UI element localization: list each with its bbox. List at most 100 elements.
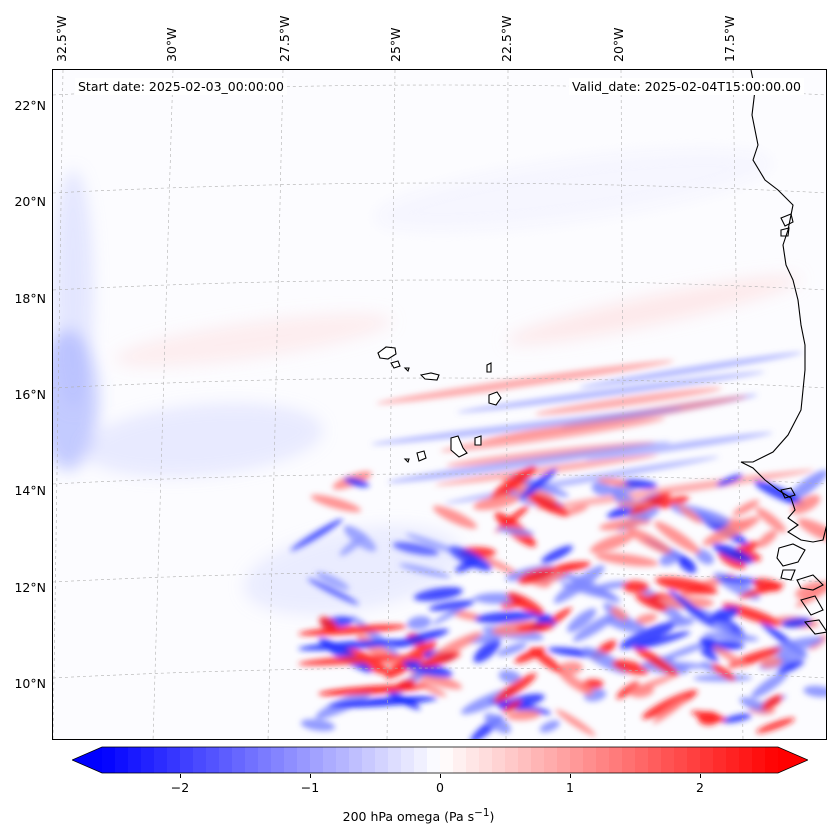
- colorbar-segment: [401, 747, 415, 773]
- omega-contour: [579, 352, 803, 388]
- island-sal: [486, 362, 492, 373]
- island-santiago: [450, 435, 468, 458]
- omega-contour: [634, 613, 658, 625]
- island-santa-luzia: [403, 367, 410, 373]
- omega-contour: [553, 565, 605, 604]
- omega-contour: [619, 622, 675, 650]
- colorbar-segment: [752, 747, 766, 773]
- omega-contour: [780, 617, 812, 628]
- graticule: [53, 70, 826, 739]
- colorbar-segment: [128, 747, 142, 773]
- omega-contour: [298, 654, 408, 666]
- colorbar-segment: [245, 747, 259, 773]
- omega-contour: [318, 684, 428, 696]
- colorbar-segment: [297, 747, 311, 773]
- colorbar-segment: [739, 747, 753, 773]
- omega-contour: [700, 648, 719, 662]
- start-date-label: Start date: 2025-02-03_00:00:00: [75, 78, 287, 95]
- colorbar-segment: [193, 747, 207, 773]
- omega-contour: [797, 518, 826, 543]
- omega-contour: [473, 494, 520, 511]
- omega-contour: [761, 694, 783, 711]
- omega-contour: [559, 671, 593, 696]
- omega-contour: [596, 581, 630, 590]
- colorbar-label-text: 200 hPa omega (Pa s: [342, 809, 475, 825]
- colorbar-segment: [635, 747, 649, 773]
- colorbar-segment: [661, 747, 675, 773]
- omega-contour: [493, 673, 537, 703]
- omega-contour: [506, 275, 800, 345]
- africa-coastline: [740, 70, 826, 543]
- omega-contour: [751, 671, 789, 699]
- lon-label: 30°W: [164, 27, 179, 62]
- omega-contour: [344, 477, 370, 488]
- lon-label: 27.5°W: [277, 15, 292, 62]
- omega-contour: [591, 481, 612, 496]
- colorbar-segment: [141, 747, 155, 773]
- omega-contour: [473, 638, 501, 663]
- omega-contour: [506, 592, 545, 616]
- colorbar-segment: [609, 747, 623, 773]
- omega-field-layer: [290, 352, 826, 739]
- island-boa-vista: [488, 391, 502, 406]
- omega-contour: [623, 479, 658, 489]
- colorbar-segment: [219, 747, 233, 773]
- colorbar-segment: [765, 747, 779, 773]
- omega-contour: [652, 698, 687, 724]
- coast-detail-3: [780, 569, 796, 581]
- colorbar-segment: [479, 747, 493, 773]
- omega-contour: [391, 628, 449, 648]
- omega-contour: [757, 529, 778, 548]
- colorbar-segment: [544, 747, 558, 773]
- lat-label: 16°N: [14, 387, 46, 402]
- lat-label: 12°N: [14, 580, 46, 595]
- omega-contour: [755, 507, 787, 533]
- island-1: [780, 213, 794, 227]
- omega-contour: [655, 576, 718, 595]
- colorbar-segment: [674, 747, 688, 773]
- gridline-lon-25: [386, 70, 396, 739]
- lon-label: 32.5°W: [54, 15, 69, 62]
- omega-contour: [370, 407, 683, 445]
- colorbar-label-close: ): [489, 809, 495, 825]
- omega-contour: [53, 170, 93, 410]
- coast-detail-2: [776, 543, 806, 567]
- colorbar-segment: [726, 747, 740, 773]
- coastlines: [740, 70, 826, 635]
- omega-contour: [530, 647, 563, 674]
- omega-contour: [488, 699, 552, 715]
- colorbar-segment: [427, 747, 441, 773]
- omega-contour: [328, 696, 438, 708]
- omega-contour: [374, 149, 772, 231]
- coast-detail-4: [796, 574, 824, 591]
- omega-contour: [709, 606, 739, 623]
- omega-contour: [298, 639, 408, 651]
- omega-contour: [549, 561, 591, 573]
- colorbar-segment: [453, 747, 467, 773]
- omega-contour: [635, 593, 668, 612]
- omega-contour: [520, 468, 557, 499]
- lat-label: 20°N: [14, 194, 46, 209]
- colorbar-segment: [375, 747, 389, 773]
- omega-contour: [484, 713, 511, 734]
- omega-contour: [610, 607, 629, 621]
- colorbar-segment: [648, 747, 662, 773]
- omega-contour: [114, 313, 392, 367]
- omega-contour: [429, 631, 482, 661]
- omega-contour: [506, 710, 541, 721]
- omega-contour: [678, 504, 703, 524]
- omega-contour: [702, 516, 761, 546]
- omega-contour: [767, 636, 824, 655]
- broad-field-layer: [53, 149, 800, 614]
- omega-contour: [434, 454, 659, 486]
- omega-contour: [790, 495, 821, 515]
- omega-contour: [777, 659, 805, 674]
- colorbar-segment: [518, 747, 532, 773]
- coast-detail-5: [800, 595, 824, 616]
- omega-contour: [497, 642, 527, 657]
- colorbar-tick-mark: [180, 774, 181, 778]
- omega-contour: [502, 700, 522, 713]
- omega-contour: [599, 518, 645, 531]
- colorbar-segment: [557, 747, 571, 773]
- colorbar-segment: [570, 747, 584, 773]
